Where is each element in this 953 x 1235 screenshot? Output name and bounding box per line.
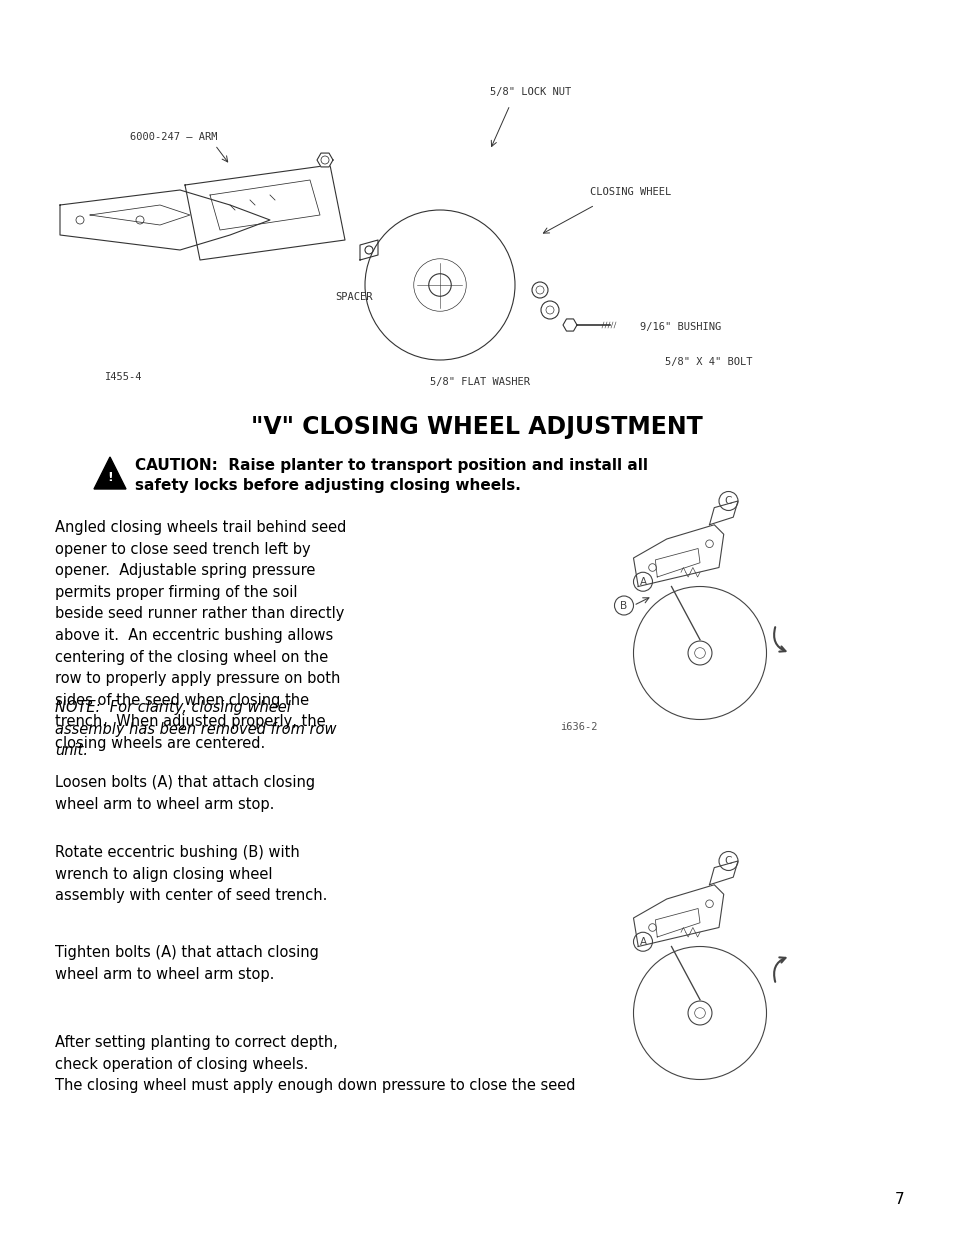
Text: 6000-247 – ARM: 6000-247 – ARM [130,132,217,142]
Polygon shape [709,501,738,525]
Polygon shape [94,457,126,489]
Text: i636-2: i636-2 [559,722,597,732]
Text: 7: 7 [894,1193,903,1208]
Text: Rotate eccentric bushing (B) with
wrench to align closing wheel
assembly with ce: Rotate eccentric bushing (B) with wrench… [55,845,327,903]
Text: safety locks before adjusting closing wheels.: safety locks before adjusting closing wh… [135,478,520,493]
Polygon shape [562,319,577,331]
Text: !: ! [107,471,112,483]
Polygon shape [316,153,333,167]
Text: NOTE:  For clarity, closing wheel
assembly has been removed from row
unit.: NOTE: For clarity, closing wheel assembl… [55,700,336,758]
Text: Tighten bolts (A) that attach closing
wheel arm to wheel arm stop.: Tighten bolts (A) that attach closing wh… [55,945,318,982]
Text: 5/8" LOCK NUT: 5/8" LOCK NUT [490,86,571,98]
Text: A: A [639,937,646,947]
Text: B: B [619,600,627,610]
Text: I455-4: I455-4 [105,372,142,382]
Text: Loosen bolts (A) that attach closing
wheel arm to wheel arm stop.: Loosen bolts (A) that attach closing whe… [55,776,314,811]
Polygon shape [633,884,723,946]
Polygon shape [359,240,377,261]
Text: 9/16" BUSHING: 9/16" BUSHING [639,322,720,332]
Text: 5/8" X 4" BOLT: 5/8" X 4" BOLT [664,357,752,367]
Text: 5/8" FLAT WASHER: 5/8" FLAT WASHER [430,377,530,387]
Text: CAUTION:  Raise planter to transport position and install all: CAUTION: Raise planter to transport posi… [135,457,647,473]
Text: After setting planting to correct depth,
check operation of closing wheels.
The : After setting planting to correct depth,… [55,1035,575,1093]
Text: A: A [639,577,646,587]
Polygon shape [185,165,345,261]
Polygon shape [633,525,723,587]
Text: C: C [724,496,731,506]
Text: "V" CLOSING WHEEL ADJUSTMENT: "V" CLOSING WHEEL ADJUSTMENT [251,415,702,438]
Text: CLOSING WHEEL: CLOSING WHEEL [589,186,671,198]
Text: Angled closing wheels trail behind seed
opener to close seed trench left by
open: Angled closing wheels trail behind seed … [55,520,346,751]
Polygon shape [709,861,738,884]
Text: C: C [724,856,731,866]
Polygon shape [60,190,270,249]
Text: SPACER: SPACER [335,291,372,303]
